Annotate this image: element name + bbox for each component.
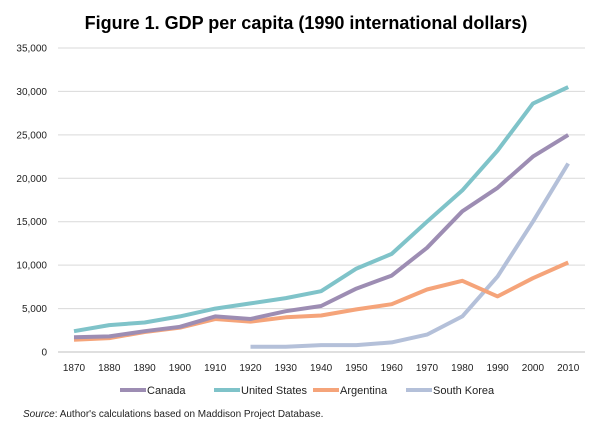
series-line-united-states	[73, 85, 570, 334]
y-tick-label: 15,000	[16, 217, 47, 228]
chart-title: Figure 1. GDP per capita (1990 internati…	[85, 13, 528, 33]
y-tick-label: 30,000	[16, 87, 47, 98]
series-line-argentina	[73, 260, 570, 342]
y-axis-tick-labels: 0 5,000 10,000 15,000 20,000 25,000 30,000 35,0…	[16, 44, 47, 359]
y-tick-label: 10,000	[16, 261, 47, 272]
legend: Canada United States Argentina South Korea	[120, 385, 495, 397]
x-tick-label: 1920	[239, 363, 262, 374]
legend-label-argentina: Argentina	[340, 385, 388, 397]
source-note: Source: Author's calculations based on M…	[23, 409, 323, 420]
x-axis-tick-labels: 1870 1880 1890 1900 1910 1920 1930 1940 1950 1960…	[63, 363, 580, 374]
series-line-south-korea	[250, 162, 570, 349]
gridlines	[58, 47, 585, 353]
x-tick-label: 1970	[416, 363, 439, 374]
x-tick-label: 1930	[275, 363, 298, 374]
y-tick-label: 35,000	[16, 44, 47, 55]
y-tick-label: 20,000	[16, 174, 47, 185]
y-tick-label: 25,000	[16, 130, 47, 141]
x-tick-label: 1870	[63, 363, 86, 374]
y-tick-label: 5,000	[22, 304, 47, 315]
x-tick-label: 1980	[451, 363, 474, 374]
source-text: : Author's calculations based on Maddiso…	[54, 409, 324, 420]
y-tick-label: 0	[41, 348, 47, 359]
x-tick-label: 1880	[98, 363, 121, 374]
source-label: Source	[23, 409, 55, 420]
x-tick-label: 1910	[204, 363, 227, 374]
x-tick-label: 1940	[310, 363, 333, 374]
legend-label-south-korea: South Korea	[433, 385, 495, 397]
series-lines	[73, 85, 570, 349]
legend-label-canada: Canada	[147, 385, 186, 397]
x-tick-label: 1900	[169, 363, 192, 374]
x-tick-label: 2010	[557, 363, 580, 374]
x-tick-label: 1950	[345, 363, 368, 374]
series-line-canada	[73, 133, 570, 340]
x-tick-label: 2000	[522, 363, 545, 374]
x-tick-label: 1990	[486, 363, 509, 374]
x-tick-label: 1890	[133, 363, 156, 374]
legend-label-united-states: United States	[241, 385, 308, 397]
x-tick-label: 1960	[381, 363, 404, 374]
